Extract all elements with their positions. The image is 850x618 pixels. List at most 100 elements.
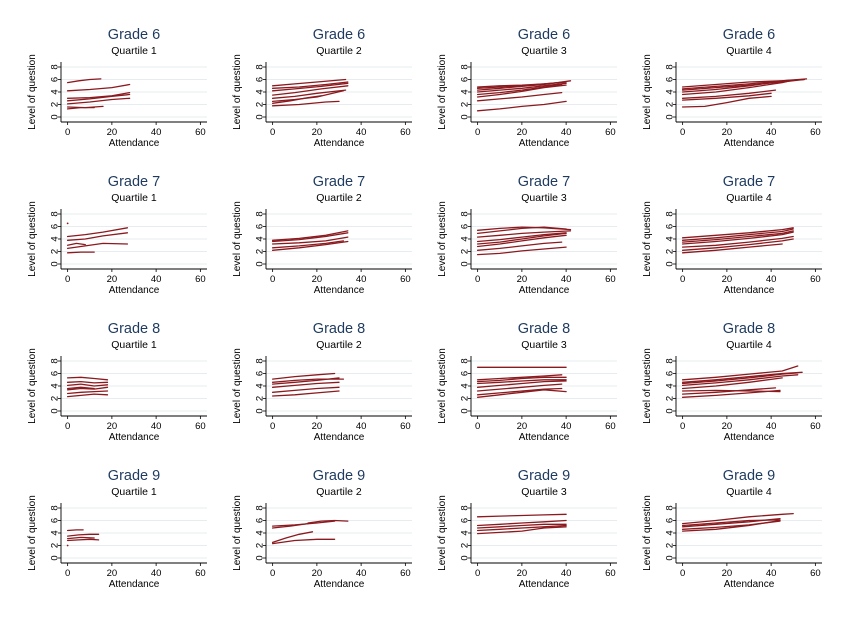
series-line <box>681 78 805 90</box>
series-line <box>681 231 794 245</box>
y-tick-label: 6 <box>665 224 676 229</box>
y-axis-label: Level of question <box>642 348 653 424</box>
series-line <box>66 242 86 246</box>
panel-title: Grade 7 <box>313 174 365 190</box>
x-tick-label: 20 <box>722 274 733 285</box>
chart-panel: Grade 7 Quartile 1 0 2 4 6 8 0 20 40 60 Attendance L… <box>27 174 207 296</box>
x-tick-label: 40 <box>766 274 777 285</box>
y-tick-label: 0 <box>665 555 676 560</box>
x-tick-label: 60 <box>195 568 206 579</box>
x-tick-label: 60 <box>605 274 616 285</box>
y-tick-label: 8 <box>255 64 266 69</box>
series-line <box>66 83 131 92</box>
y-tick-label: 2 <box>255 249 266 254</box>
x-tick-label: 60 <box>605 421 616 432</box>
y-tick-label: 2 <box>50 543 61 548</box>
y-tick-label: 0 <box>665 408 676 413</box>
series-line <box>271 89 347 99</box>
series-line <box>681 389 781 393</box>
y-tick-label: 4 <box>50 236 61 241</box>
x-tick-label: 60 <box>810 274 821 285</box>
series-line <box>66 97 131 105</box>
panel-subtitle: Quartile 1 <box>111 45 157 57</box>
x-tick-label: 20 <box>107 274 118 285</box>
chart-panel: Grade 9 Quartile 2 0 2 4 6 8 0 20 40 60 Attendance L… <box>232 468 412 590</box>
series-line <box>476 234 567 248</box>
x-tick-label: 60 <box>400 421 411 432</box>
y-tick-label: 8 <box>665 64 676 69</box>
y-tick-label: 4 <box>255 89 266 94</box>
y-tick-label: 0 <box>50 408 61 413</box>
x-tick-label: 60 <box>605 568 616 579</box>
chart-panel: Grade 8 Quartile 1 0 2 4 6 8 0 20 40 60 Attendance L… <box>27 321 207 443</box>
y-tick-label: 6 <box>665 77 676 82</box>
y-tick-label: 6 <box>460 518 471 523</box>
y-tick-label: 8 <box>255 358 266 363</box>
series-line <box>271 372 336 380</box>
series-line <box>476 524 567 532</box>
panel-title: Grade 9 <box>723 468 775 484</box>
series-line <box>271 381 340 388</box>
y-axis-label: Level of question <box>27 54 38 130</box>
series-line <box>681 89 777 99</box>
series-line <box>271 531 314 544</box>
chart-panel: Grade 8 Quartile 2 0 2 4 6 8 0 20 40 60 Attendance L… <box>232 321 412 443</box>
chart-panel: Grade 6 Quartile 4 0 2 4 6 8 0 20 40 60 Attendance L… <box>642 27 822 149</box>
x-axis-label: Attendance <box>109 432 160 443</box>
series-line <box>271 386 340 393</box>
chart-panel: Grade 7 Quartile 4 0 2 4 6 8 0 20 40 60 Attendance L… <box>642 174 822 296</box>
panel-title: Grade 7 <box>108 174 160 190</box>
series-line <box>66 393 109 398</box>
x-tick-label: 60 <box>195 421 206 432</box>
series-line <box>271 390 340 397</box>
y-tick-label: 0 <box>50 114 61 119</box>
series-line <box>681 512 794 525</box>
y-tick-label: 8 <box>255 505 266 510</box>
series-line <box>271 82 349 92</box>
series-line <box>271 100 340 107</box>
series-line <box>271 85 349 96</box>
y-tick-label: 8 <box>460 64 471 69</box>
y-tick-label: 6 <box>50 77 61 82</box>
x-axis-label: Attendance <box>519 432 570 443</box>
y-tick-label: 0 <box>665 114 676 119</box>
panel-title: Grade 7 <box>518 174 570 190</box>
x-tick-label: 20 <box>517 127 528 138</box>
chart-panel: Grade 7 Quartile 3 0 2 4 6 8 0 20 40 60 Attendance L… <box>437 174 617 296</box>
panel-title: Grade 7 <box>723 174 775 190</box>
x-tick-label: 0 <box>680 568 685 579</box>
series-line <box>66 529 84 532</box>
series-line <box>476 513 567 518</box>
y-axis-label: Level of question <box>437 495 448 571</box>
y-tick-label: 8 <box>50 358 61 363</box>
y-tick-label: 0 <box>255 114 266 119</box>
y-tick-label: 6 <box>665 371 676 376</box>
series-line <box>681 372 799 385</box>
series-line <box>271 232 349 243</box>
series-line <box>681 235 794 248</box>
series-line <box>307 519 349 524</box>
x-tick-label: 20 <box>312 127 323 138</box>
x-tick-label: 20 <box>107 421 118 432</box>
x-axis-label: Attendance <box>314 579 365 590</box>
series-line <box>681 79 794 96</box>
series-line <box>681 365 799 381</box>
chart-panel: Grade 9 Quartile 1 0 2 4 6 8 0 20 40 60 Attendance L… <box>27 468 207 590</box>
series-line <box>66 91 131 99</box>
x-tick-label: 60 <box>810 127 821 138</box>
panel-title: Grade 8 <box>108 321 160 337</box>
panel-subtitle: Quartile 1 <box>111 339 157 351</box>
panel-title: Grade 9 <box>108 468 160 484</box>
series-line <box>476 100 567 112</box>
series-line <box>66 380 109 384</box>
series-line <box>476 376 567 383</box>
series-line <box>66 386 95 390</box>
series-line <box>66 232 129 241</box>
x-tick-label: 40 <box>151 421 162 432</box>
y-tick-label: 2 <box>665 396 676 401</box>
y-tick-label: 0 <box>460 114 471 119</box>
panel-subtitle: Quartile 4 <box>726 486 772 498</box>
series-line <box>271 240 349 251</box>
y-tick-label: 6 <box>50 518 61 523</box>
